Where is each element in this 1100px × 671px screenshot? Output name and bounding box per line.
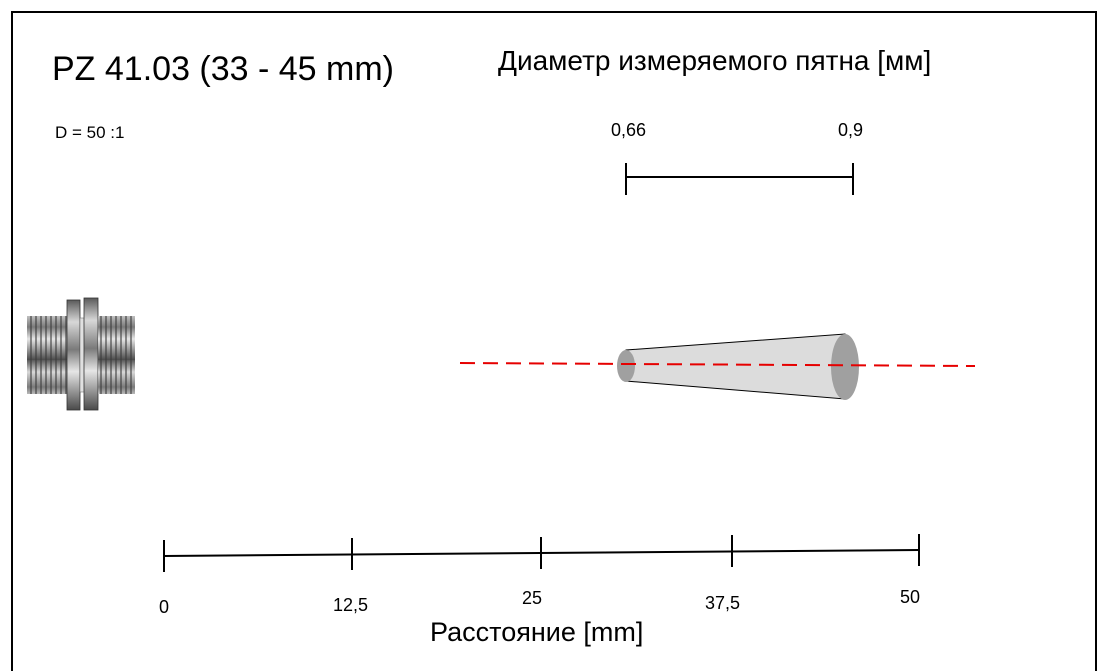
optical-ratio: D = 50 :1 (55, 123, 125, 142)
distance-axis (163, 534, 920, 572)
sensor-icon (27, 297, 135, 411)
beam-axis-line (459, 362, 976, 367)
near-spot (617, 350, 635, 382)
axis-tick-label: 50 (900, 587, 921, 607)
spot-size-bar (625, 163, 854, 195)
far-spot (831, 334, 859, 400)
axis-tick-label: 12,5 (333, 595, 369, 615)
measurement-cone (617, 333, 859, 400)
axis-title: Расстояние [mm] (430, 617, 644, 647)
diagram-subtitle: Диаметр измеряемого пятна [мм] (498, 45, 932, 76)
spot-far-label: 0,9 (838, 120, 864, 140)
axis-tick-label: 0 (159, 597, 170, 617)
diagram-title: PZ 41.03 (33 - 45 mm) (52, 50, 395, 88)
diagram-frame (11, 11, 1097, 671)
axis-tick-label: 37,5 (705, 593, 741, 613)
spot-near-label: 0,66 (611, 120, 647, 140)
axis-tick-label: 25 (522, 588, 543, 608)
